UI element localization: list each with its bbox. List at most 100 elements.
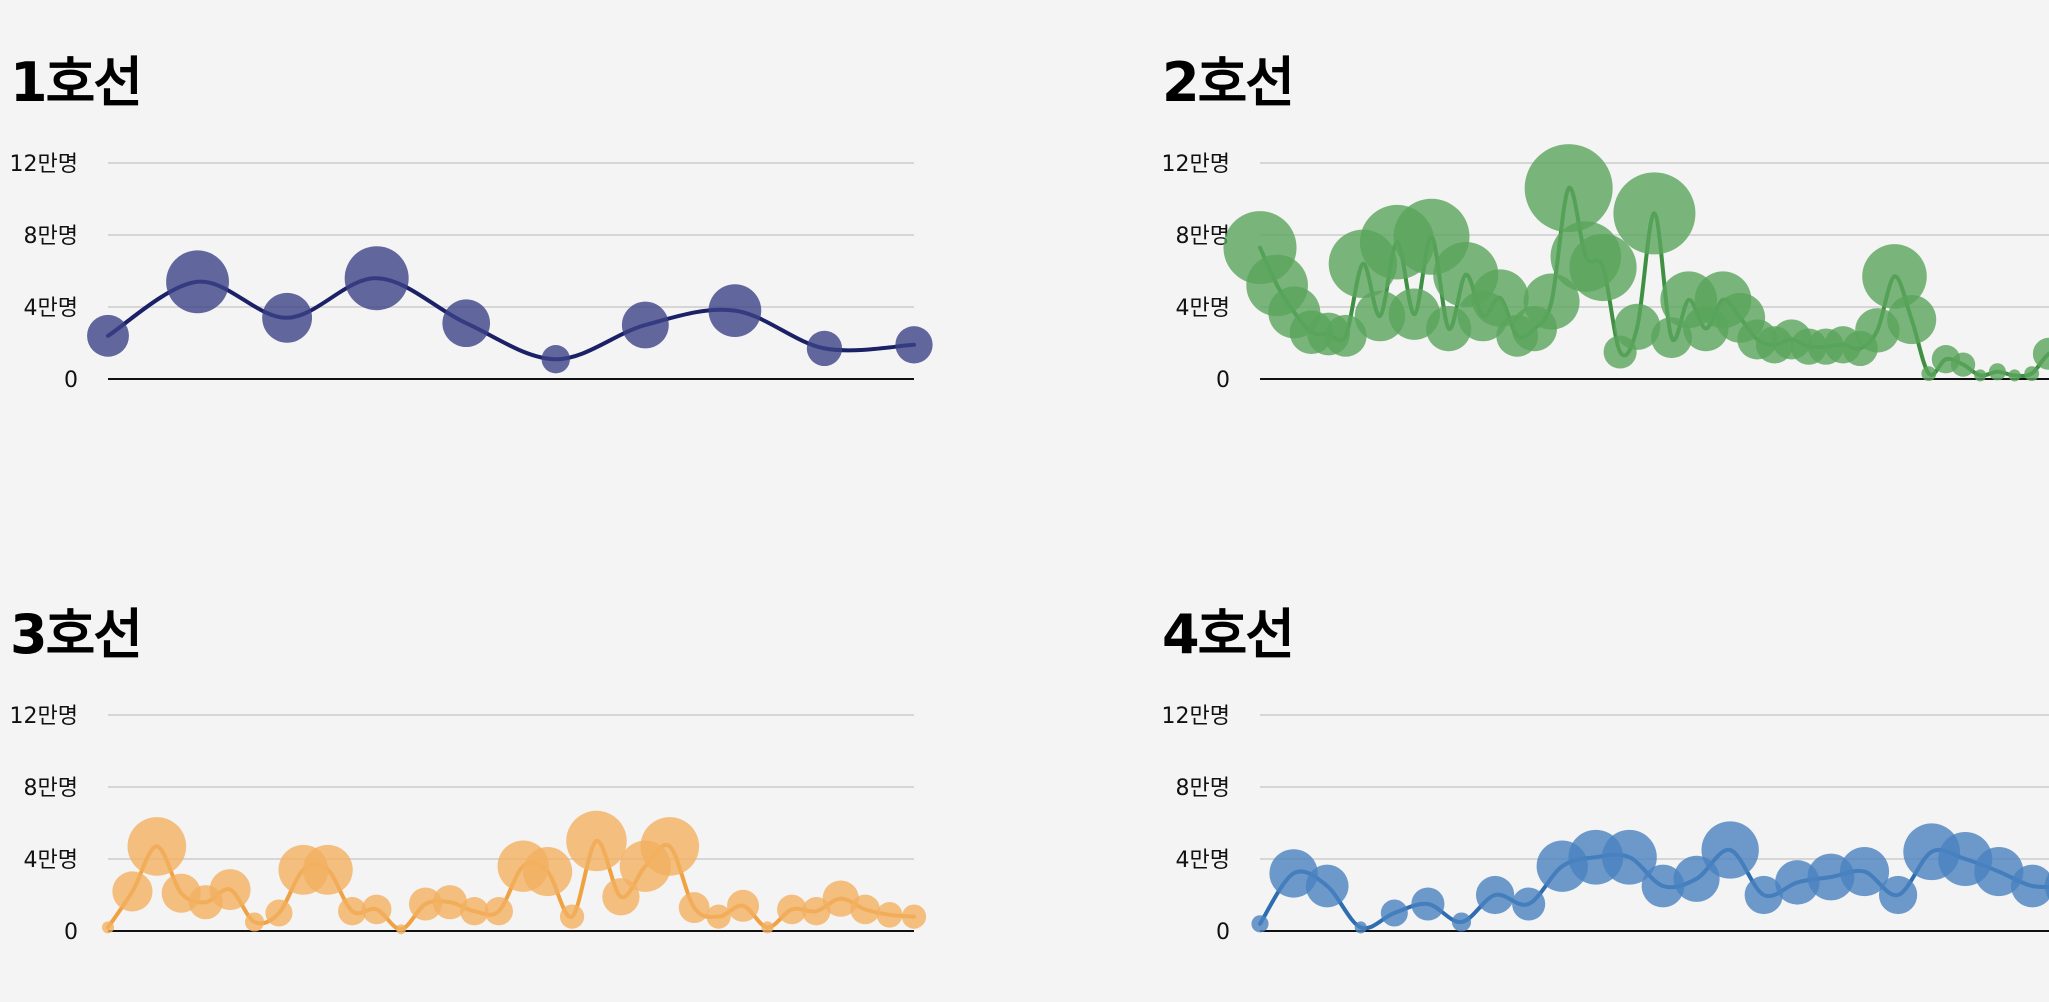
data-bubble	[209, 869, 251, 911]
data-bubble	[166, 250, 229, 314]
data-bubble	[1523, 273, 1580, 330]
data-bubble	[460, 897, 489, 926]
data-bubble	[2008, 369, 2021, 382]
data-bubble	[1354, 921, 1367, 934]
data-bubble	[850, 894, 880, 925]
bubble-line-chart: 0 4만명 8만명 12만명	[10, 152, 933, 393]
data-bubble	[1862, 244, 1927, 309]
data-bubble	[244, 912, 265, 932]
data-bubble	[621, 301, 669, 349]
data-bubble	[2011, 864, 2049, 908]
data-bubble	[432, 885, 468, 920]
data-bubble	[442, 299, 491, 348]
data-bubble	[1878, 875, 1918, 915]
y-tick-label: 12만명	[1162, 704, 1230, 729]
data-bubble	[1475, 875, 1515, 915]
bubble-line-chart: 0 4만명 8만명 12만명	[1162, 704, 2049, 945]
chart-title: 1호선	[10, 51, 143, 114]
data-bubble	[1974, 847, 2024, 897]
data-bubble	[1451, 912, 1472, 932]
panel-line-1: 1호선 0 4만명 8만명 12만명	[0, 0, 1000, 440]
data-bubble	[1988, 363, 2006, 381]
data-bubble	[802, 897, 831, 926]
data-bubble	[1839, 847, 1890, 897]
data-bubble	[1974, 369, 1987, 382]
data-bubble	[262, 292, 313, 343]
y-tick-label: 8만명	[1176, 776, 1230, 801]
data-bubble	[777, 894, 807, 925]
y-tick-label: 0	[1216, 368, 1230, 393]
chart-title: 3호선	[10, 603, 143, 666]
y-tick-label: 8만명	[24, 776, 78, 801]
data-bubble	[895, 326, 933, 364]
data-bubble	[2032, 337, 2049, 370]
y-tick-label: 12만명	[10, 152, 78, 177]
data-bubble	[523, 847, 573, 897]
data-bubble	[761, 921, 774, 934]
y-tick-label: 12만명	[10, 704, 78, 729]
panel-line-3: 3호선 0 4만명 8만명 12만명	[0, 552, 1000, 992]
series-line	[106, 276, 916, 362]
y-tick-label: 0	[1216, 920, 1230, 945]
data-bubble	[408, 887, 443, 921]
data-bubble	[1569, 233, 1637, 302]
y-tick-label: 12만명	[1162, 152, 1230, 177]
data-bubble	[806, 330, 843, 367]
data-bubble	[822, 880, 859, 917]
bubble-line-chart: 0 4만명 8만명 12만명	[10, 704, 927, 945]
data-bubble	[1512, 887, 1546, 921]
data-bubble	[1614, 303, 1661, 350]
data-bubble	[2024, 366, 2040, 382]
data-bubble	[876, 901, 903, 928]
data-bubble	[361, 894, 392, 925]
data-bubble	[1651, 317, 1693, 359]
data-bubble	[1613, 172, 1696, 255]
y-tick-label: 4만명	[1176, 848, 1230, 873]
data-bubble	[112, 871, 153, 912]
data-bubble	[727, 889, 760, 922]
data-bubble	[1701, 821, 1759, 879]
y-tick-label: 8만명	[1176, 224, 1230, 249]
data-bubble	[566, 810, 627, 872]
data-bubble	[1324, 314, 1367, 357]
data-bubble	[901, 904, 927, 929]
data-bubble	[706, 904, 731, 929]
y-tick-label: 4만명	[24, 848, 78, 873]
data-bubble	[1471, 269, 1529, 327]
data-bubble	[1269, 849, 1318, 898]
data-bubble	[1887, 295, 1937, 345]
data-bubble	[1744, 875, 1783, 915]
data-bubble	[640, 817, 700, 876]
data-bubble	[2044, 873, 2049, 899]
data-bubble	[1251, 915, 1269, 933]
data-bubble	[1305, 864, 1349, 908]
data-bubble	[127, 817, 187, 876]
y-tick-label: 0	[64, 920, 78, 945]
data-bubble	[678, 892, 710, 924]
data-bubble	[559, 904, 585, 929]
y-tick-label: 4만명	[1176, 296, 1230, 321]
data-bubble	[265, 899, 293, 927]
data-bubble	[1524, 144, 1613, 233]
data-bubble	[1411, 887, 1445, 921]
data-bubble	[87, 314, 129, 357]
data-bubble	[708, 284, 762, 337]
data-bubble	[1380, 899, 1408, 927]
data-bubble	[1951, 352, 1976, 377]
chart-title: 4호선	[1162, 603, 1295, 666]
data-bubble	[484, 897, 513, 926]
data-bubble	[1602, 829, 1657, 885]
data-bubble	[541, 345, 570, 374]
data-bubble	[1921, 366, 1937, 382]
data-bubble	[344, 246, 409, 311]
panel-line-2: 2호선 0 4만명 8만명 12만명	[1152, 0, 2049, 440]
bubble-line-chart: 0 4만명 8만명 12만명	[1162, 144, 2049, 393]
data-bubble	[338, 897, 367, 926]
data-bubble	[101, 921, 115, 934]
y-tick-label: 8만명	[24, 224, 78, 249]
data-bubble	[1641, 864, 1685, 908]
data-bubble	[602, 878, 640, 916]
chart-title: 2호선	[1162, 51, 1295, 114]
data-bubble	[302, 844, 353, 895]
panel-line-4: 4호선 0 4만명 8만명 12만명	[1152, 552, 2049, 992]
